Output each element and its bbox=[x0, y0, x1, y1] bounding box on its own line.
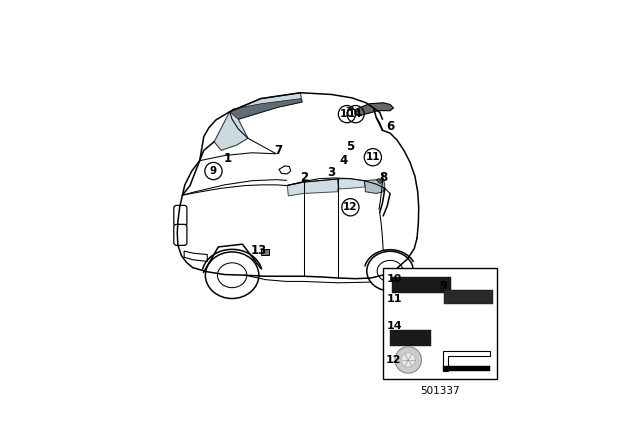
FancyBboxPatch shape bbox=[261, 250, 269, 255]
FancyBboxPatch shape bbox=[174, 205, 187, 226]
FancyBboxPatch shape bbox=[390, 330, 431, 345]
Text: 501337: 501337 bbox=[420, 386, 460, 396]
Ellipse shape bbox=[367, 251, 413, 291]
FancyBboxPatch shape bbox=[392, 277, 451, 293]
Text: 2: 2 bbox=[300, 172, 308, 185]
FancyBboxPatch shape bbox=[174, 224, 187, 246]
Text: 8: 8 bbox=[379, 172, 387, 185]
Text: 10: 10 bbox=[387, 274, 402, 284]
Polygon shape bbox=[364, 179, 385, 194]
FancyBboxPatch shape bbox=[383, 268, 497, 379]
Text: 10: 10 bbox=[340, 109, 354, 119]
Circle shape bbox=[401, 353, 415, 367]
Polygon shape bbox=[230, 99, 302, 119]
Circle shape bbox=[395, 347, 422, 373]
Polygon shape bbox=[214, 93, 302, 151]
Text: 12: 12 bbox=[343, 202, 358, 212]
Text: 9: 9 bbox=[210, 166, 217, 176]
Polygon shape bbox=[443, 366, 490, 371]
Ellipse shape bbox=[377, 260, 403, 282]
Text: 13: 13 bbox=[251, 244, 267, 257]
Polygon shape bbox=[443, 351, 490, 371]
Text: 5: 5 bbox=[346, 140, 355, 153]
Text: 12: 12 bbox=[386, 355, 401, 365]
Text: 1: 1 bbox=[224, 152, 232, 165]
Text: 14: 14 bbox=[348, 109, 363, 119]
Text: 4: 4 bbox=[339, 154, 348, 167]
Ellipse shape bbox=[218, 263, 247, 288]
Ellipse shape bbox=[205, 252, 259, 298]
Text: 7: 7 bbox=[274, 144, 282, 157]
Polygon shape bbox=[184, 251, 207, 262]
Text: 6: 6 bbox=[386, 120, 394, 133]
Text: 11: 11 bbox=[387, 294, 402, 304]
Polygon shape bbox=[287, 179, 339, 196]
Polygon shape bbox=[338, 179, 365, 189]
Polygon shape bbox=[279, 166, 291, 174]
Text: 14: 14 bbox=[387, 321, 403, 331]
FancyBboxPatch shape bbox=[444, 290, 493, 304]
Polygon shape bbox=[376, 179, 383, 184]
Text: 9: 9 bbox=[440, 281, 447, 291]
Text: 11: 11 bbox=[365, 152, 380, 162]
Text: 3: 3 bbox=[328, 166, 335, 179]
Polygon shape bbox=[355, 103, 394, 116]
